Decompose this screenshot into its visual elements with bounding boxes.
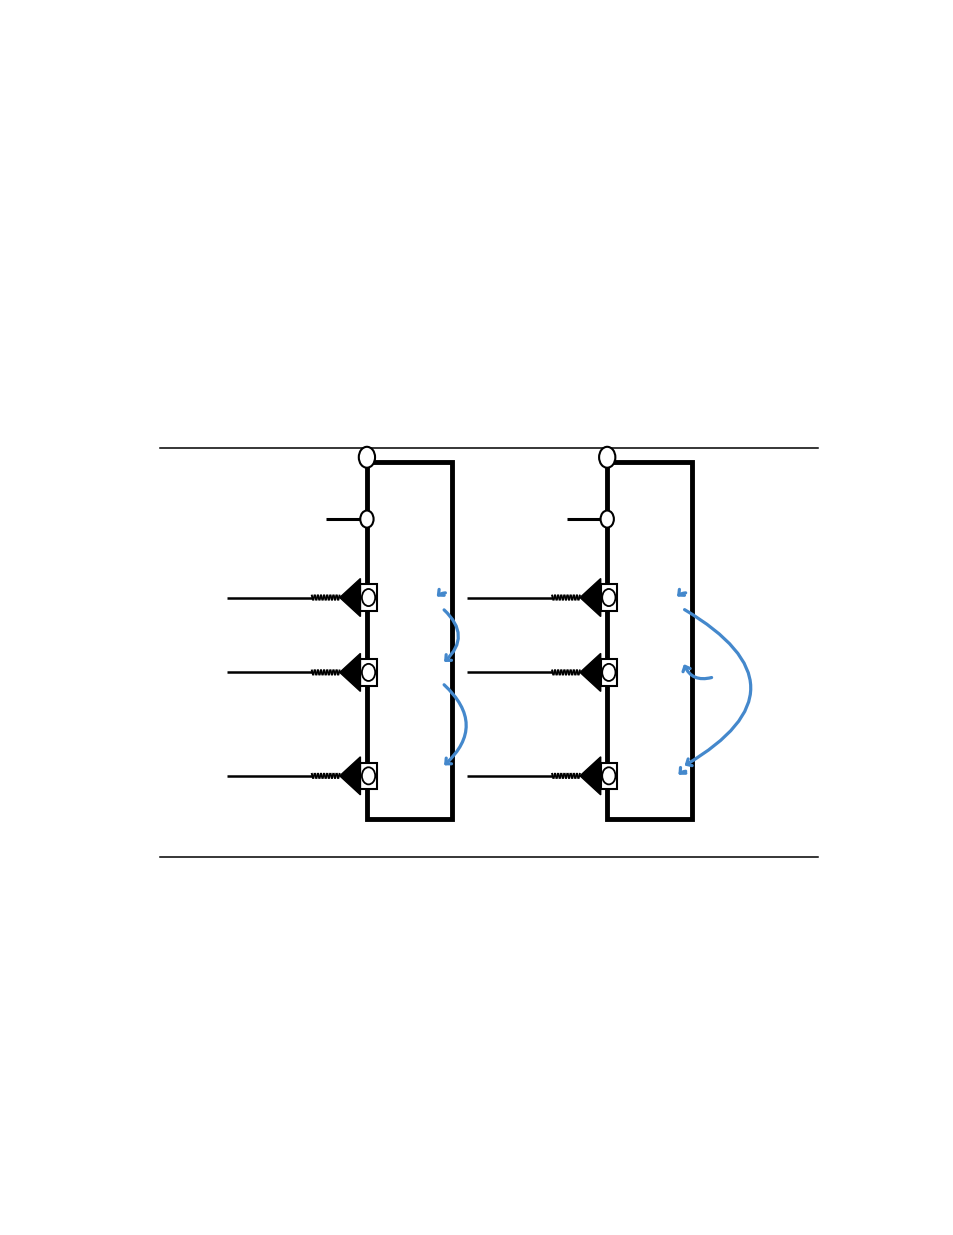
Polygon shape [339,653,360,692]
Circle shape [598,447,615,468]
Bar [360,659,376,685]
Polygon shape [339,757,360,795]
Circle shape [600,510,613,527]
Bar [600,659,617,685]
Circle shape [358,447,375,468]
Polygon shape [339,578,360,616]
Polygon shape [579,653,600,692]
Bar [360,584,376,611]
Bar [360,762,376,789]
Bar [600,762,617,789]
Polygon shape [579,757,600,795]
Bar [600,584,617,611]
Polygon shape [579,578,600,616]
Bar [367,462,452,819]
Circle shape [360,510,374,527]
Bar [606,462,692,819]
